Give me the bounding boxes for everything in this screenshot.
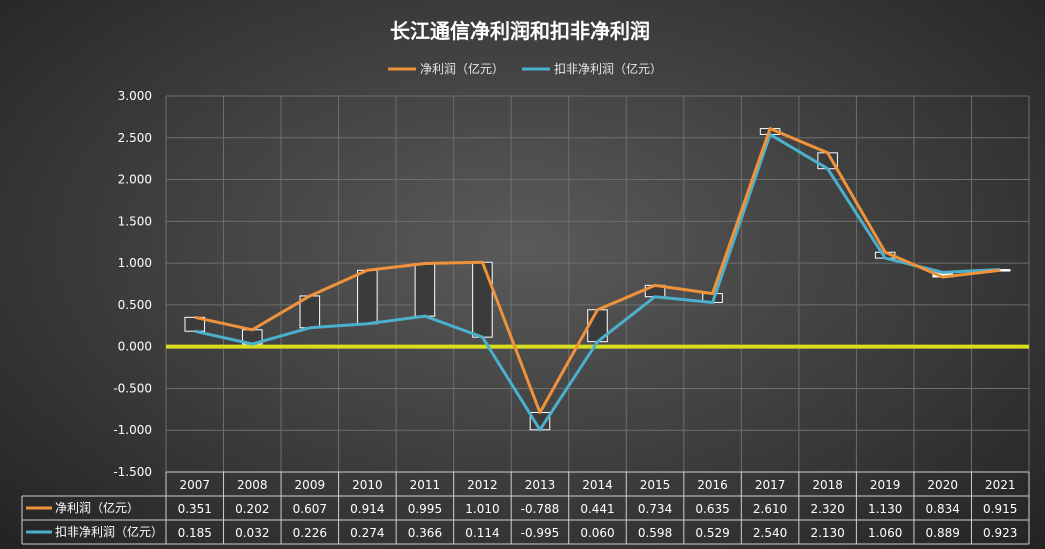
- table-value-cell: 2.130: [810, 526, 844, 540]
- x-category-label: 2014: [582, 478, 613, 492]
- chart-title: 长江通信净利润和扣非净利润: [390, 19, 650, 43]
- y-tick-label: 0.500: [118, 298, 152, 312]
- table-value-cell: 2.540: [753, 526, 787, 540]
- table-series-name: 净利润（亿元）: [55, 500, 139, 515]
- y-tick-label: -1.500: [113, 465, 152, 479]
- line-net-profit: [194, 127, 1001, 415]
- y-tick-label: 1.500: [118, 214, 152, 228]
- table-value-cell: 1.060: [868, 526, 902, 540]
- x-category-label: 2009: [295, 478, 326, 492]
- y-tick-label: 2.000: [118, 173, 152, 187]
- table-value-cell: 0.114: [465, 526, 499, 540]
- x-category-label: 2013: [525, 478, 556, 492]
- table-value-cell: 1.010: [465, 502, 499, 516]
- table-value-cell: 0.598: [638, 526, 672, 540]
- x-category-label: 2016: [697, 478, 728, 492]
- y-tick-label: 1.000: [118, 256, 152, 270]
- table-value-cell: 0.226: [293, 526, 327, 540]
- table-value-cell: 0.995: [408, 502, 442, 516]
- table-value-cell: 2.610: [753, 502, 787, 516]
- legend-label-net-profit: 净利润（亿元）: [420, 61, 504, 76]
- data-table: 2007 2008 2009 2010 2011 2012 2013 2014 2015 2016…: [21, 471, 1030, 545]
- x-category-label: 2020: [927, 478, 958, 492]
- table-value-cell: 2.320: [810, 502, 844, 516]
- y-tick-label: -1.000: [113, 423, 152, 437]
- x-category-label: 2017: [755, 478, 786, 492]
- table-value-cell: 0.274: [350, 526, 384, 540]
- table-value-cell: 0.441: [580, 502, 614, 516]
- table-value-cell: 0.734: [638, 502, 672, 516]
- y-tick-label: 3.000: [118, 89, 152, 103]
- table-value-cell: 0.529: [695, 526, 729, 540]
- table-value-cell: 0.351: [178, 502, 212, 516]
- table-value-cell: -0.788: [521, 502, 560, 516]
- series-lines: [194, 127, 1001, 432]
- table-value-cell: 0.202: [235, 502, 269, 516]
- table-series-name: 扣非净利润（亿元）: [55, 524, 163, 539]
- table-value-cell: 0.032: [235, 526, 269, 540]
- x-category-label: 2011: [410, 478, 441, 492]
- table-value-cell: 0.889: [926, 526, 960, 540]
- y-tick-label: 2.500: [118, 131, 152, 145]
- table-value-cell: 0.914: [350, 502, 384, 516]
- table-value-cell: 0.607: [293, 502, 327, 516]
- up-down-bars: [184, 128, 1011, 431]
- x-category-label: 2012: [467, 478, 498, 492]
- table-value-cell: 0.366: [408, 526, 442, 540]
- line-deducted-net-profit: [194, 132, 1001, 432]
- up-down-bar: [472, 261, 493, 338]
- x-category-label: 2015: [640, 478, 671, 492]
- up-down-bar: [414, 263, 436, 317]
- x-category-label: 2018: [812, 478, 843, 492]
- legend-label-deducted-net-profit: 扣非净利润（亿元）: [554, 61, 662, 76]
- table-value-cell: 0.635: [695, 502, 729, 516]
- x-category-label: 2007: [179, 478, 210, 492]
- table-value-cell: 1.130: [868, 502, 902, 516]
- y-axis: 3.000 2.500 2.000 1.500 1.000 0.500 0.000 -0.50…: [113, 89, 152, 479]
- x-category-label: 2008: [237, 478, 268, 492]
- table-value-cell: -0.995: [521, 526, 560, 540]
- table-value-cell: 0.060: [580, 526, 614, 540]
- gridlines: [165, 95, 1030, 473]
- x-category-label: 2021: [985, 478, 1016, 492]
- y-tick-label: 0.000: [118, 340, 152, 354]
- x-category-label: 2019: [870, 478, 901, 492]
- table-value-cell: 0.923: [983, 526, 1017, 540]
- x-category-label: 2010: [352, 478, 383, 492]
- y-tick-label: -0.500: [113, 381, 152, 395]
- up-down-bar: [357, 269, 378, 325]
- table-value-cell: 0.185: [178, 526, 212, 540]
- legend: 净利润（亿元） 扣非净利润（亿元）: [388, 61, 662, 76]
- table-value-cell: 0.834: [926, 502, 960, 516]
- table-value-cell: 0.915: [983, 502, 1017, 516]
